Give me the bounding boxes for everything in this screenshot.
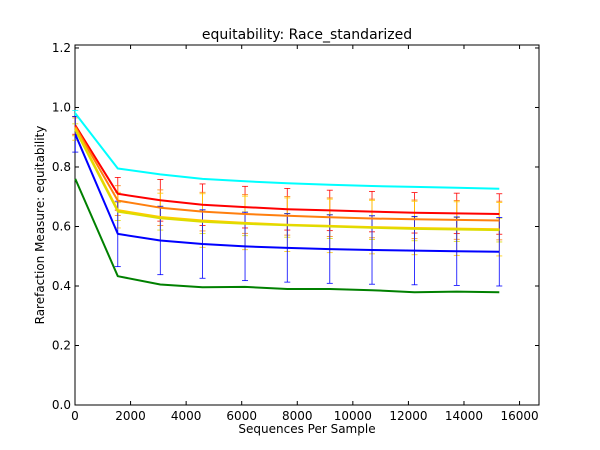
y-tick-label: 1.0 xyxy=(52,100,71,114)
series-lines xyxy=(74,112,500,294)
y-tick-label: 0.4 xyxy=(52,279,71,293)
x-tick-label: 2000 xyxy=(115,409,146,423)
x-tick-label: 14000 xyxy=(445,409,483,423)
y-tick-label: 0.2 xyxy=(52,338,71,352)
x-tick-label: 8000 xyxy=(282,409,313,423)
y-axis-label: Rarefaction Measure: equitability xyxy=(33,126,47,325)
series-line-4 xyxy=(74,129,500,232)
chart-title: equitability: Race_standarized xyxy=(202,27,412,43)
series-line-2 xyxy=(74,126,500,222)
x-tick-label: 0 xyxy=(71,409,79,423)
series-line-5 xyxy=(74,133,500,253)
y-axis-ticks: 0.0 0.2 0.4 0.6 0.8 1.0 1.2 xyxy=(52,41,539,412)
series-line-0 xyxy=(74,112,500,190)
x-tick-label: 10000 xyxy=(334,409,372,423)
series-line-1 xyxy=(74,124,500,215)
x-tick-label: 12000 xyxy=(389,409,427,423)
y-tick-label: 0.8 xyxy=(52,160,71,174)
x-tick-label: 4000 xyxy=(171,409,202,423)
x-axis-label: Sequences Per Sample xyxy=(238,422,375,436)
series-line-6 xyxy=(74,178,500,294)
x-tick-label: 6000 xyxy=(226,409,257,423)
x-axis-ticks: 0 2000 4000 6000 8000 10000 12000 14000 16000 xyxy=(71,45,539,423)
y-tick-label: 0.6 xyxy=(52,219,71,233)
x-tick-label: 16000 xyxy=(500,409,538,423)
y-tick-label: 0.0 xyxy=(52,398,71,412)
y-tick-label: 1.2 xyxy=(52,41,71,55)
